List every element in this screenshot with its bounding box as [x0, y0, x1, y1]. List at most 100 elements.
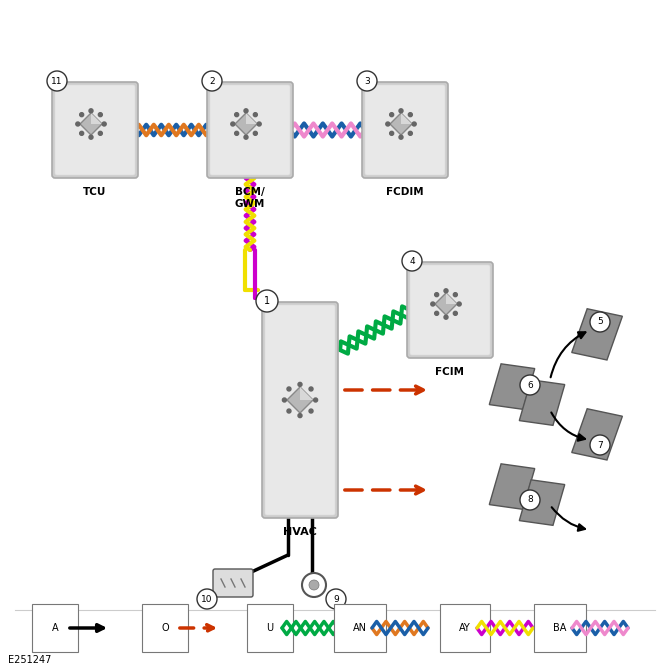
Polygon shape [446, 293, 457, 304]
Polygon shape [401, 113, 412, 124]
Polygon shape [435, 293, 457, 315]
Circle shape [80, 131, 84, 135]
FancyBboxPatch shape [210, 85, 290, 175]
Text: 9: 9 [333, 595, 339, 603]
Text: 1: 1 [264, 296, 270, 306]
Circle shape [244, 109, 248, 113]
Text: 8: 8 [527, 495, 533, 505]
Circle shape [590, 435, 610, 455]
Circle shape [287, 409, 291, 413]
Circle shape [80, 113, 84, 117]
Circle shape [302, 573, 326, 597]
Circle shape [89, 135, 93, 139]
Circle shape [235, 113, 239, 117]
Polygon shape [572, 409, 622, 460]
Polygon shape [572, 308, 622, 360]
Circle shape [197, 589, 217, 609]
Circle shape [98, 113, 102, 117]
Text: 4: 4 [409, 257, 415, 265]
Circle shape [409, 131, 413, 135]
Polygon shape [390, 113, 412, 135]
Text: O: O [161, 623, 169, 633]
FancyBboxPatch shape [407, 262, 493, 358]
Circle shape [435, 293, 439, 296]
Polygon shape [489, 364, 535, 409]
FancyBboxPatch shape [362, 82, 448, 178]
Circle shape [314, 398, 318, 402]
Text: 6: 6 [527, 380, 533, 390]
FancyBboxPatch shape [52, 82, 138, 178]
Text: 3: 3 [364, 77, 370, 85]
Text: 7: 7 [597, 441, 603, 450]
Circle shape [253, 113, 257, 117]
Polygon shape [519, 380, 564, 425]
Circle shape [357, 71, 377, 91]
Text: 2: 2 [209, 77, 215, 85]
Text: U: U [266, 623, 274, 633]
Circle shape [326, 589, 346, 609]
Circle shape [444, 289, 448, 293]
FancyBboxPatch shape [213, 569, 253, 597]
Text: AY: AY [459, 623, 471, 633]
Circle shape [386, 122, 390, 126]
Circle shape [244, 135, 248, 139]
Circle shape [399, 109, 403, 113]
Text: BA: BA [553, 623, 566, 633]
Circle shape [399, 135, 403, 139]
Circle shape [444, 315, 448, 319]
Text: BCM/
GWM: BCM/ GWM [235, 187, 265, 208]
Text: HVAC: HVAC [283, 527, 317, 537]
Text: 5: 5 [597, 317, 603, 327]
Circle shape [454, 293, 458, 296]
Circle shape [287, 387, 291, 391]
Polygon shape [246, 113, 257, 124]
Polygon shape [519, 480, 564, 526]
FancyBboxPatch shape [265, 305, 335, 515]
Text: E251247: E251247 [8, 655, 51, 665]
Circle shape [457, 302, 461, 306]
Circle shape [520, 490, 540, 510]
Circle shape [253, 131, 257, 135]
Circle shape [257, 122, 261, 126]
Circle shape [402, 251, 422, 271]
Circle shape [412, 122, 416, 126]
Circle shape [454, 311, 458, 315]
Circle shape [309, 387, 313, 391]
Circle shape [102, 122, 106, 126]
Circle shape [230, 122, 235, 126]
Polygon shape [489, 464, 535, 509]
Text: AN: AN [353, 623, 367, 633]
Polygon shape [80, 113, 102, 135]
Circle shape [76, 122, 80, 126]
FancyBboxPatch shape [55, 85, 135, 175]
Text: 10: 10 [201, 595, 213, 603]
Text: FCDIM: FCDIM [386, 187, 424, 197]
Circle shape [235, 131, 239, 135]
Circle shape [520, 375, 540, 395]
Circle shape [409, 113, 413, 117]
Circle shape [98, 131, 102, 135]
Polygon shape [300, 387, 313, 400]
FancyBboxPatch shape [262, 302, 338, 518]
Circle shape [256, 290, 278, 312]
Polygon shape [287, 387, 313, 413]
Circle shape [47, 71, 67, 91]
Circle shape [298, 413, 302, 417]
FancyBboxPatch shape [410, 265, 490, 355]
Text: FCIM: FCIM [435, 367, 464, 377]
Circle shape [89, 109, 93, 113]
Circle shape [590, 312, 610, 332]
Text: TCU: TCU [83, 187, 107, 197]
Circle shape [282, 398, 286, 402]
Circle shape [390, 131, 394, 135]
Circle shape [431, 302, 435, 306]
FancyBboxPatch shape [207, 82, 293, 178]
Polygon shape [235, 113, 257, 135]
Text: A: A [52, 623, 58, 633]
Text: 11: 11 [51, 77, 62, 85]
Circle shape [390, 113, 394, 117]
Circle shape [202, 71, 222, 91]
Circle shape [298, 382, 302, 386]
Circle shape [309, 580, 319, 590]
Circle shape [309, 409, 313, 413]
